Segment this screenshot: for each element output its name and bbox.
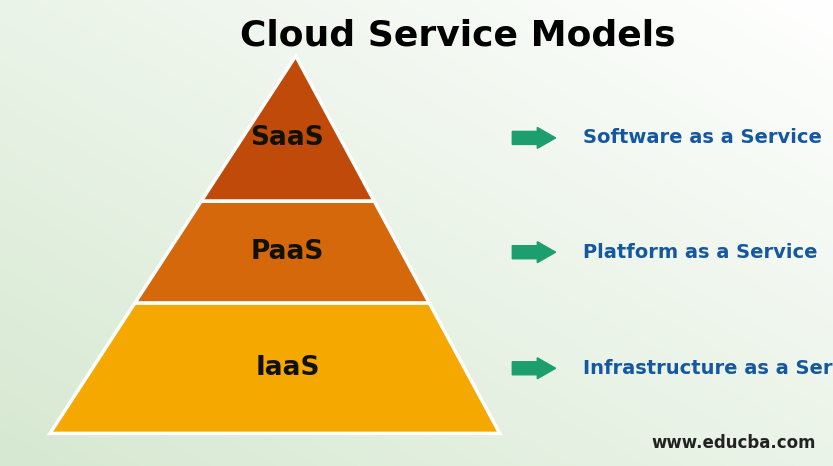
FancyArrow shape [512,127,556,148]
FancyArrow shape [512,242,556,263]
FancyArrow shape [512,358,556,379]
Text: www.educba.com: www.educba.com [652,434,816,452]
Polygon shape [201,56,374,201]
Text: Software as a Service: Software as a Service [583,129,822,147]
Text: SaaS: SaaS [251,125,324,151]
Polygon shape [50,303,500,433]
Text: Infrastructure as a Service: Infrastructure as a Service [583,359,833,378]
Text: Cloud Service Models: Cloud Service Models [241,19,676,53]
Text: Platform as a Service: Platform as a Service [583,243,818,262]
Text: IaaS: IaaS [255,355,320,381]
Text: PaaS: PaaS [251,239,324,265]
Polygon shape [135,201,429,303]
